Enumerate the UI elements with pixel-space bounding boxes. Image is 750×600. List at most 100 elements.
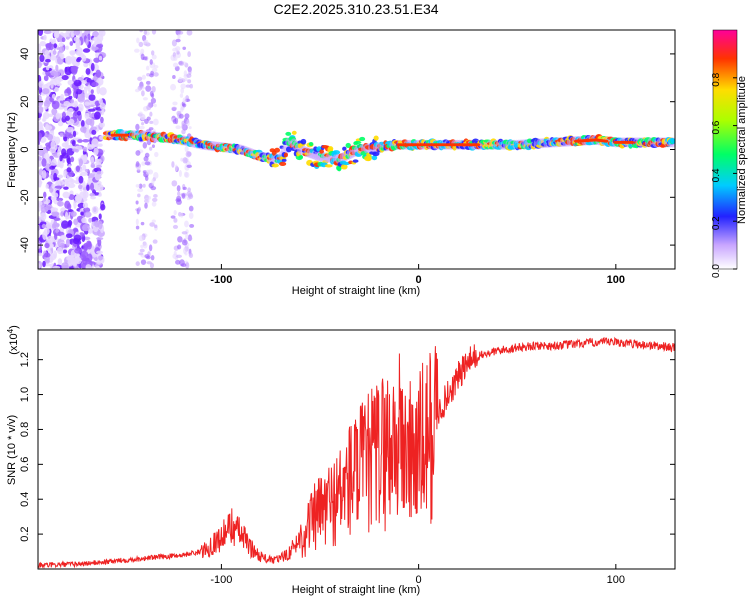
heat-cell (371, 155, 378, 161)
heat-cell (41, 169, 47, 179)
x-tick-label: 0 (416, 574, 422, 586)
heat-cell (137, 206, 141, 213)
heat-cell (96, 170, 102, 175)
heat-cell (69, 179, 76, 184)
heat-cell (67, 183, 76, 189)
heat-cell (81, 217, 87, 224)
snr-panel: 0.2 0.4 0.6 0.8 1.0 1.2 -100 0 100 Height of st… (6, 325, 676, 596)
heat-cell (186, 30, 193, 36)
heat-cell (79, 208, 84, 213)
heat-cell (135, 225, 140, 230)
heat-cell (43, 30, 52, 35)
heat-cell (82, 223, 90, 232)
heat-cell (141, 90, 145, 97)
heat-cell (91, 82, 99, 87)
heat-cell (100, 203, 106, 211)
heat-cell (62, 249, 68, 254)
heat-cell (150, 186, 157, 191)
heat-cell (68, 133, 74, 139)
heat-cell (180, 87, 185, 94)
heat-cell (136, 166, 141, 171)
heat-cell (149, 120, 154, 124)
heat-cell (50, 54, 57, 61)
heat-cell (172, 47, 179, 52)
heat-cell (65, 45, 69, 50)
heat-cell (61, 75, 69, 81)
heat-cell (150, 97, 157, 104)
heat-cell (178, 76, 183, 83)
heat-cell (145, 169, 151, 175)
heat-cell (40, 212, 47, 221)
x-tick-label: 0 (416, 274, 422, 286)
snr-scale-label: (x104) (6, 325, 21, 355)
heat-cell (61, 152, 69, 159)
heat-cell (147, 195, 151, 200)
heat-cell (189, 223, 195, 228)
spectrogram-cells (38, 30, 675, 269)
heat-cell (186, 119, 190, 127)
heat-cell (185, 84, 191, 88)
heat-cell (38, 149, 44, 156)
heat-cell (172, 62, 179, 68)
heat-cell (82, 164, 87, 171)
colorbar-tick-label: 0.8 (711, 72, 722, 86)
heat-cell (42, 260, 46, 268)
spectrogram-panel: -40 -20 0 20 40 -100 0 100 Height of straight … (6, 29, 676, 297)
heat-cell (53, 177, 60, 181)
heat-cell (75, 256, 82, 265)
heat-cell (175, 198, 182, 203)
heat-cell (188, 252, 194, 259)
heat-cell (179, 212, 184, 218)
heat-cell (97, 143, 103, 147)
heat-cell (145, 65, 150, 71)
heat-cell (186, 73, 192, 78)
heat-cell (183, 70, 188, 77)
heat-cell (135, 261, 140, 266)
heat-cell (72, 262, 78, 267)
heat-cell (85, 168, 89, 173)
heat-cell (64, 92, 69, 97)
heat-cell (77, 103, 84, 113)
heat-cell (82, 138, 90, 143)
heat-cell (57, 145, 62, 152)
heat-cell (96, 85, 101, 95)
heat-cell (340, 164, 348, 170)
heat-cell (144, 161, 151, 166)
heat-cell (70, 211, 77, 217)
heat-cell (53, 31, 59, 39)
heat-cell (76, 110, 82, 116)
heat-cell (149, 73, 154, 78)
heat-cell (353, 140, 362, 145)
heat-cell (60, 94, 65, 101)
heat-cell (63, 178, 71, 183)
heat-cell (138, 41, 144, 48)
heat-cell (50, 140, 56, 150)
heat-cell (151, 85, 156, 93)
heat-cell (274, 147, 281, 153)
heat-cell (57, 120, 64, 127)
heat-cell (281, 158, 287, 162)
heat-cell (55, 64, 59, 72)
heat-cell (43, 201, 49, 205)
heat-cell (38, 121, 43, 130)
heat-cell (75, 50, 81, 56)
x-tick-label: 100 (607, 574, 625, 586)
y-tick-label: -20 (19, 189, 31, 205)
heat-cell (180, 106, 185, 111)
x-tick-label: -100 (210, 274, 232, 286)
heat-cell (49, 253, 57, 261)
heat-cell (184, 251, 188, 256)
colorbar-tick-label: 0.6 (711, 120, 722, 134)
heat-cell (67, 258, 74, 267)
colorbar: 0.0 0.2 0.4 0.6 0.8 Normalized spectral ampl… (711, 29, 748, 278)
heat-cell (62, 181, 69, 185)
heat-cell (153, 72, 159, 77)
heat-cell (38, 160, 43, 167)
heat-cell (58, 199, 62, 207)
heat-cell (142, 183, 146, 188)
heat-cell (80, 250, 89, 258)
heat-cell (135, 218, 139, 226)
heat-cell (176, 50, 180, 55)
y-tick-label: 0 (19, 146, 31, 152)
heat-cell (142, 142, 148, 149)
